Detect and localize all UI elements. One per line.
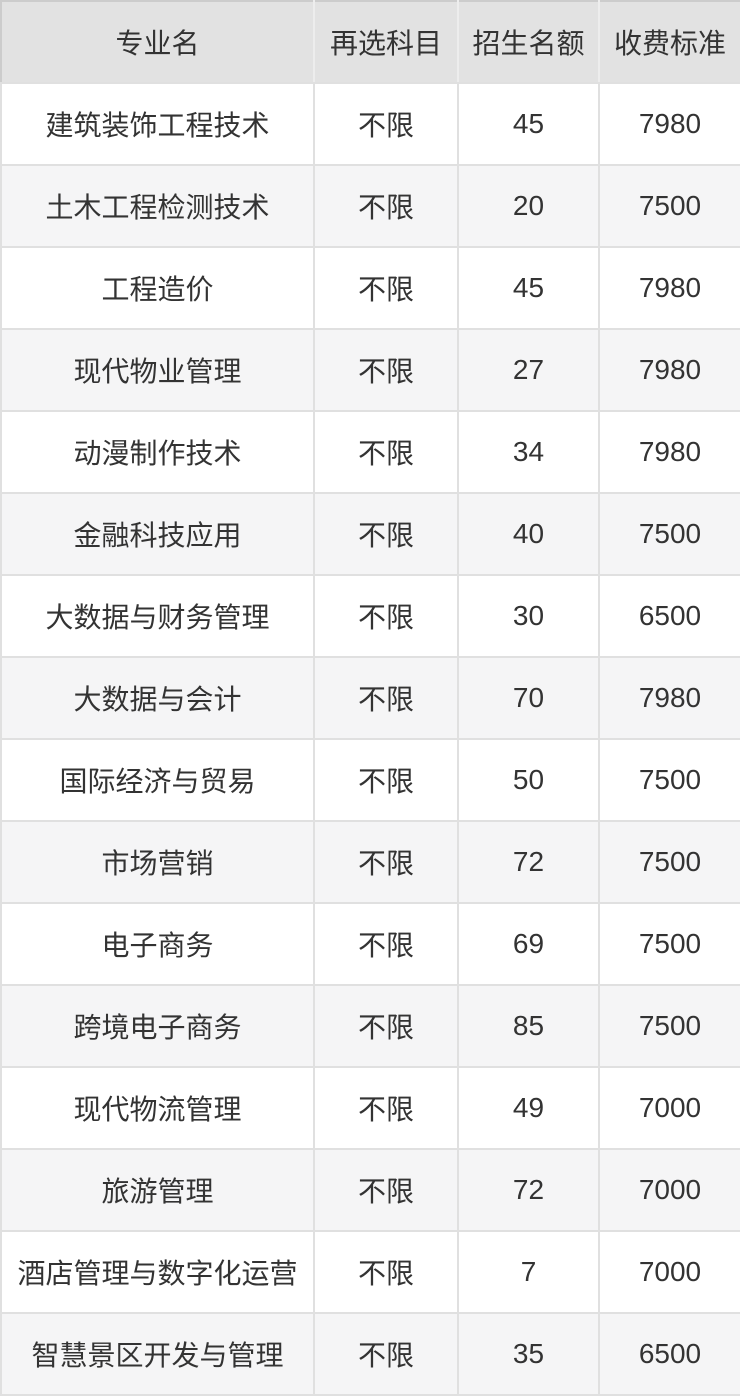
cell-quota: 30 — [457, 574, 600, 658]
cell-quota: 40 — [457, 492, 600, 576]
cell-subjects: 不限 — [313, 984, 459, 1068]
table-row: 跨境电子商务 不限 85 7500 — [0, 984, 740, 1068]
table-row: 国际经济与贸易 不限 50 7500 — [0, 738, 740, 822]
cell-major: 金融科技应用 — [0, 492, 315, 576]
cell-subjects: 不限 — [313, 492, 459, 576]
cell-fee: 7500 — [598, 492, 740, 576]
cell-fee: 7500 — [598, 738, 740, 822]
table-row: 工程造价 不限 45 7980 — [0, 246, 740, 330]
cell-quota: 50 — [457, 738, 600, 822]
table-row: 智慧景区开发与管理 不限 35 6500 — [0, 1312, 740, 1396]
cell-major: 建筑装饰工程技术 — [0, 82, 315, 166]
table-row: 旅游管理 不限 72 7000 — [0, 1148, 740, 1232]
cell-subjects: 不限 — [313, 656, 459, 740]
cell-fee: 7000 — [598, 1230, 740, 1314]
cell-major: 动漫制作技术 — [0, 410, 315, 494]
cell-subjects: 不限 — [313, 82, 459, 166]
cell-subjects: 不限 — [313, 574, 459, 658]
cell-quota: 27 — [457, 328, 600, 412]
table-row: 市场营销 不限 72 7500 — [0, 820, 740, 904]
cell-fee: 6500 — [598, 574, 740, 658]
cell-quota: 70 — [457, 656, 600, 740]
cell-fee: 7500 — [598, 902, 740, 986]
cell-quota: 85 — [457, 984, 600, 1068]
cell-subjects: 不限 — [313, 902, 459, 986]
cell-subjects: 不限 — [313, 1148, 459, 1232]
cell-major: 大数据与财务管理 — [0, 574, 315, 658]
cell-fee: 7500 — [598, 984, 740, 1068]
cell-quota: 69 — [457, 902, 600, 986]
cell-quota: 72 — [457, 820, 600, 904]
table-row: 酒店管理与数字化运营 不限 7 7000 — [0, 1230, 740, 1314]
cell-subjects: 不限 — [313, 1230, 459, 1314]
cell-fee: 7980 — [598, 246, 740, 330]
table-row: 金融科技应用 不限 40 7500 — [0, 492, 740, 576]
column-header-fee: 收费标准 — [598, 0, 740, 84]
table-row: 电子商务 不限 69 7500 — [0, 902, 740, 986]
cell-fee: 7980 — [598, 410, 740, 494]
cell-quota: 45 — [457, 246, 600, 330]
cell-quota: 7 — [457, 1230, 600, 1314]
cell-major: 现代物业管理 — [0, 328, 315, 412]
cell-major: 旅游管理 — [0, 1148, 315, 1232]
cell-quota: 34 — [457, 410, 600, 494]
cell-fee: 7980 — [598, 328, 740, 412]
cell-fee: 7500 — [598, 820, 740, 904]
cell-major: 酒店管理与数字化运营 — [0, 1230, 315, 1314]
table-row: 大数据与会计 不限 70 7980 — [0, 656, 740, 740]
table-row: 建筑装饰工程技术 不限 45 7980 — [0, 82, 740, 166]
cell-quota: 35 — [457, 1312, 600, 1396]
cell-major: 土木工程检测技术 — [0, 164, 315, 248]
table-row: 现代物业管理 不限 27 7980 — [0, 328, 740, 412]
table-row: 大数据与财务管理 不限 30 6500 — [0, 574, 740, 658]
column-header-quota: 招生名额 — [457, 0, 600, 84]
table-header-row: 专业名 再选科目 招生名额 收费标准 — [0, 0, 740, 84]
cell-major: 智慧景区开发与管理 — [0, 1312, 315, 1396]
cell-major: 大数据与会计 — [0, 656, 315, 740]
cell-major: 跨境电子商务 — [0, 984, 315, 1068]
column-header-subjects: 再选科目 — [313, 0, 459, 84]
cell-fee: 7980 — [598, 82, 740, 166]
cell-subjects: 不限 — [313, 738, 459, 822]
cell-major: 国际经济与贸易 — [0, 738, 315, 822]
cell-quota: 49 — [457, 1066, 600, 1150]
cell-major: 现代物流管理 — [0, 1066, 315, 1150]
cell-subjects: 不限 — [313, 1066, 459, 1150]
cell-subjects: 不限 — [313, 1312, 459, 1396]
table-body: 建筑装饰工程技术 不限 45 7980 土木工程检测技术 不限 20 7500 工程造价 不限 45… — [0, 82, 740, 1396]
column-header-major: 专业名 — [0, 0, 315, 84]
cell-subjects: 不限 — [313, 410, 459, 494]
cell-fee: 7980 — [598, 656, 740, 740]
cell-fee: 7000 — [598, 1148, 740, 1232]
cell-major: 电子商务 — [0, 902, 315, 986]
cell-fee: 7000 — [598, 1066, 740, 1150]
table-row: 土木工程检测技术 不限 20 7500 — [0, 164, 740, 248]
cell-subjects: 不限 — [313, 164, 459, 248]
cell-subjects: 不限 — [313, 246, 459, 330]
cell-major: 工程造价 — [0, 246, 315, 330]
cell-quota: 45 — [457, 82, 600, 166]
cell-quota: 20 — [457, 164, 600, 248]
cell-quota: 72 — [457, 1148, 600, 1232]
cell-subjects: 不限 — [313, 328, 459, 412]
cell-major: 市场营销 — [0, 820, 315, 904]
cell-subjects: 不限 — [313, 820, 459, 904]
table-row: 现代物流管理 不限 49 7000 — [0, 1066, 740, 1150]
table-row: 动漫制作技术 不限 34 7980 — [0, 410, 740, 494]
cell-fee: 6500 — [598, 1312, 740, 1396]
cell-fee: 7500 — [598, 164, 740, 248]
